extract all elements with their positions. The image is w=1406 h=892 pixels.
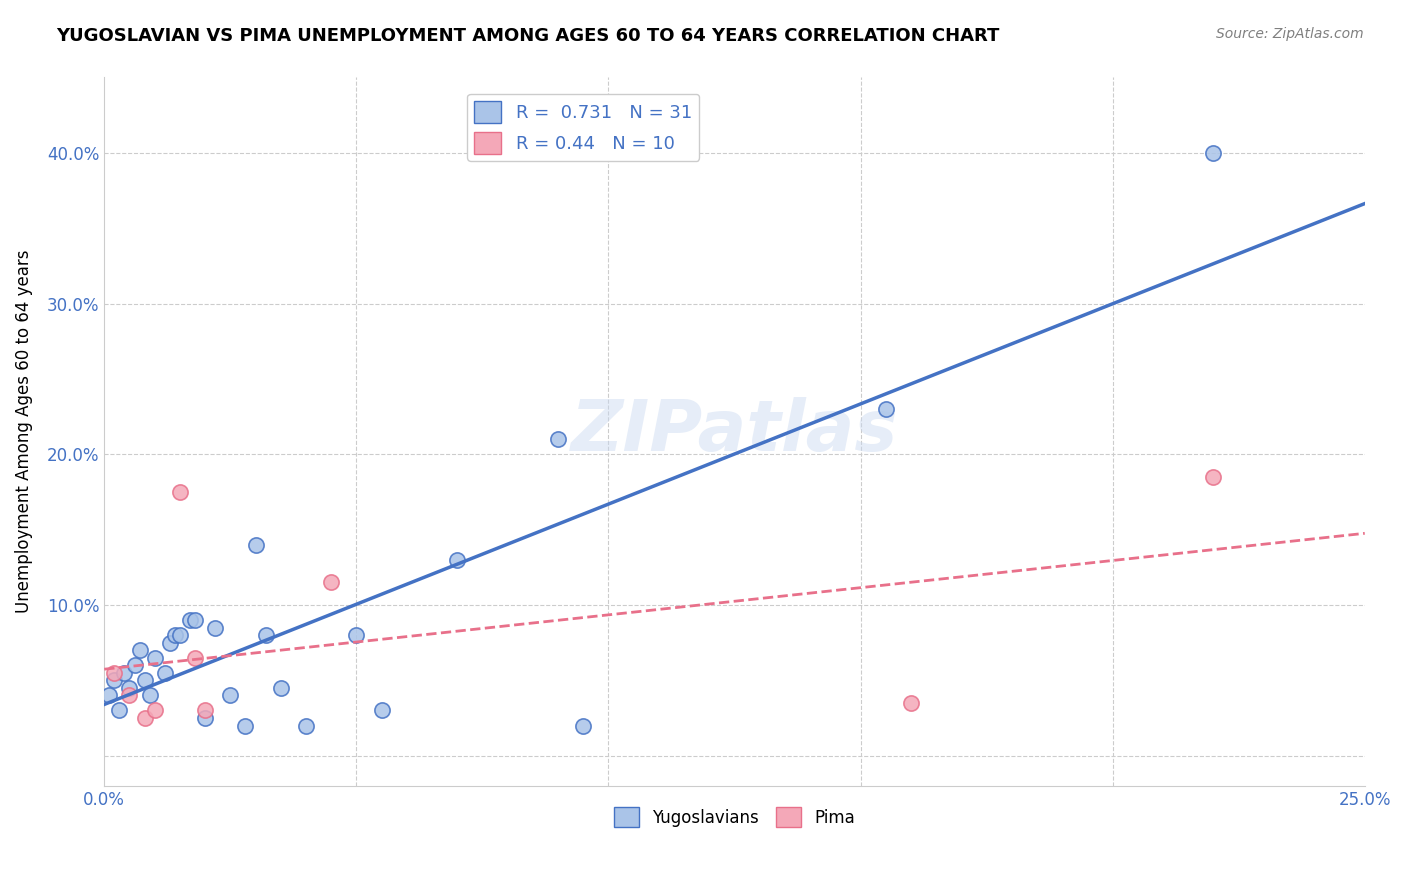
Point	[98, 689, 121, 703]
Text: Source: ZipAtlas.com: Source: ZipAtlas.com	[1216, 27, 1364, 41]
Point	[235, 718, 257, 732]
Point	[103, 665, 125, 680]
Point	[370, 703, 392, 717]
Point	[254, 628, 277, 642]
Point	[169, 484, 191, 499]
Point	[572, 718, 595, 732]
Legend: Yugoslavians, Pima: Yugoslavians, Pima	[607, 800, 862, 834]
Point	[108, 703, 131, 717]
Point	[138, 689, 160, 703]
Text: ZIPatlas: ZIPatlas	[571, 397, 898, 467]
Point	[446, 552, 468, 566]
Point	[184, 613, 207, 627]
Point	[184, 650, 207, 665]
Point	[103, 673, 125, 688]
Point	[179, 613, 201, 627]
Y-axis label: Unemployment Among Ages 60 to 64 years: Unemployment Among Ages 60 to 64 years	[15, 250, 32, 614]
Point	[1202, 470, 1225, 484]
Point	[128, 643, 150, 657]
Point	[153, 665, 176, 680]
Point	[875, 402, 897, 417]
Point	[245, 538, 267, 552]
Point	[900, 696, 922, 710]
Point	[194, 703, 217, 717]
Point	[219, 689, 242, 703]
Point	[118, 681, 141, 695]
Point	[295, 718, 318, 732]
Point	[159, 635, 181, 649]
Point	[194, 711, 217, 725]
Point	[1202, 145, 1225, 160]
Text: YUGOSLAVIAN VS PIMA UNEMPLOYMENT AMONG AGES 60 TO 64 YEARS CORRELATION CHART: YUGOSLAVIAN VS PIMA UNEMPLOYMENT AMONG A…	[56, 27, 1000, 45]
Point	[321, 575, 343, 590]
Point	[134, 673, 156, 688]
Point	[270, 681, 292, 695]
Point	[124, 658, 146, 673]
Point	[118, 689, 141, 703]
Point	[547, 432, 569, 446]
Point	[169, 628, 191, 642]
Point	[143, 650, 166, 665]
Point	[112, 665, 135, 680]
Point	[163, 628, 186, 642]
Point	[204, 621, 226, 635]
Point	[143, 703, 166, 717]
Point	[344, 628, 367, 642]
Point	[134, 711, 156, 725]
